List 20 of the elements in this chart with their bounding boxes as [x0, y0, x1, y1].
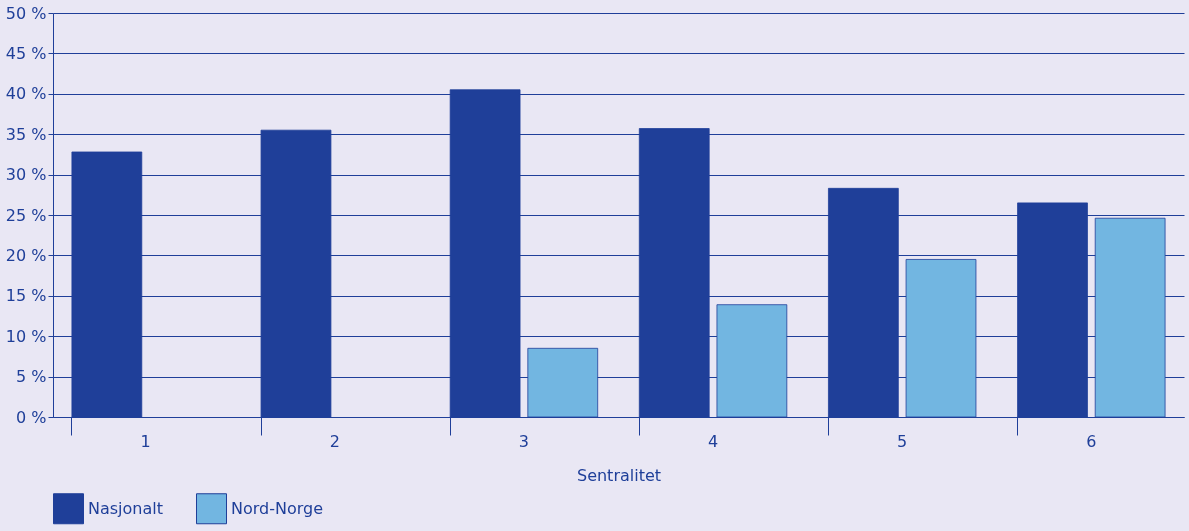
y-tick-label: 35 %: [5, 124, 47, 144]
legend-label: Nord-Norge: [231, 498, 324, 518]
x-tick-label: 1: [140, 431, 151, 451]
legend-label: Nasjonalt: [88, 498, 164, 518]
y-tick-label: 45 %: [5, 43, 47, 63]
x-tick-label: 2: [329, 431, 340, 451]
x-tick-label: 3: [518, 431, 530, 451]
y-tick-label: 25 %: [5, 205, 47, 225]
y-tick-label: 50 %: [5, 3, 47, 23]
y-tick-label: 15 %: [5, 286, 47, 306]
y-tick-label: 5 %: [16, 367, 47, 387]
x-axis-title: Sentralitet: [576, 465, 662, 485]
x-tick-label: 5: [897, 431, 908, 451]
x-tick-label: 6: [1086, 431, 1097, 451]
y-tick-label: 20 %: [5, 245, 47, 265]
y-tick-label: 40 %: [5, 84, 47, 104]
x-tick-label: 4: [707, 431, 719, 451]
y-tick-label: 30 %: [5, 165, 47, 185]
y-tick-label: 10 %: [5, 326, 47, 346]
y-tick-label: 0 %: [16, 407, 47, 427]
